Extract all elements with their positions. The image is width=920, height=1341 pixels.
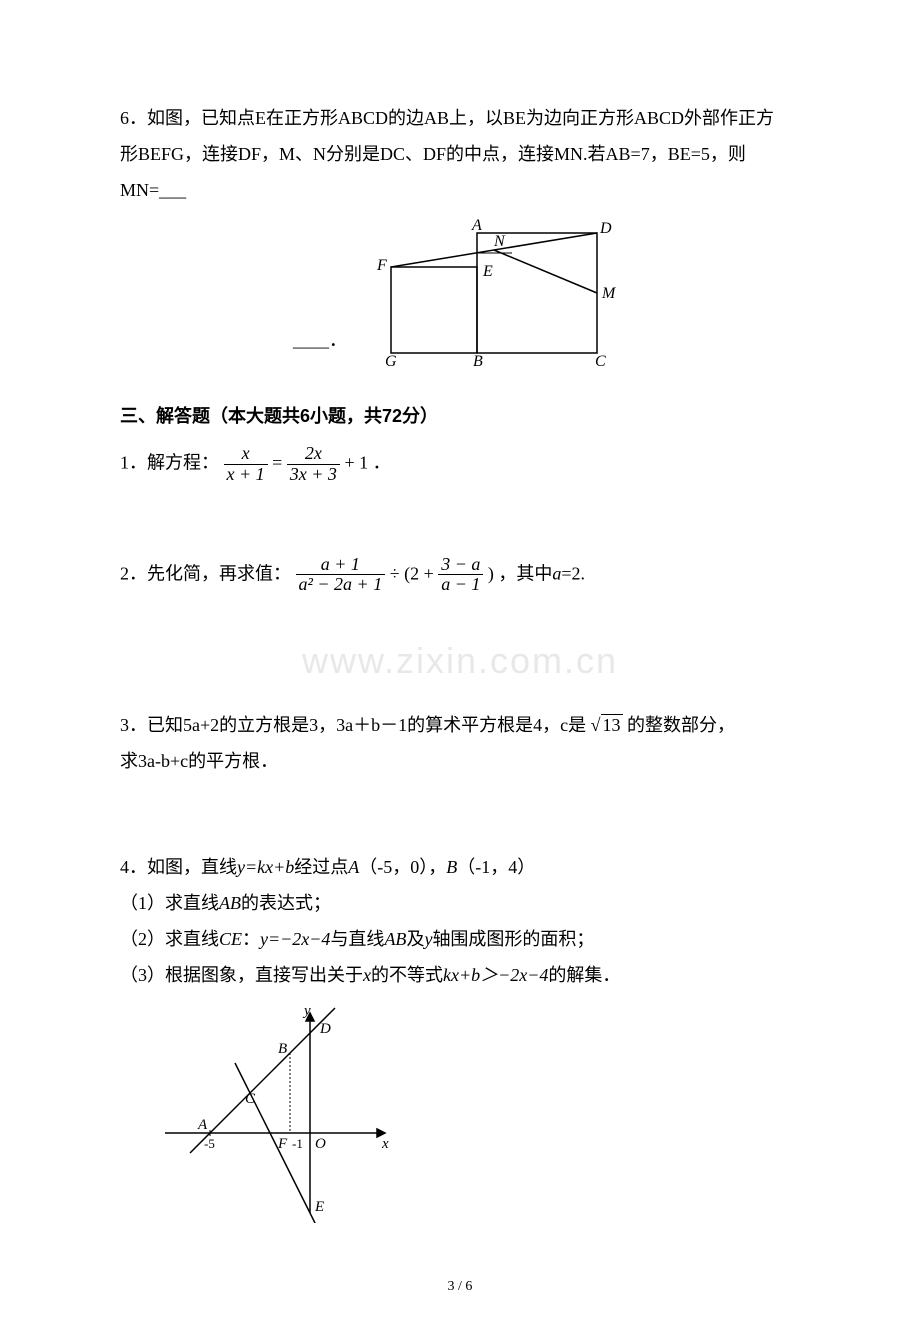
p4-Bpt: （-1，4） (457, 857, 535, 877)
svg-text:O: O (315, 1136, 326, 1152)
svg-text:M: M (601, 285, 617, 302)
svg-text:N: N (493, 233, 506, 250)
p2-aval: =2. (561, 563, 585, 583)
svg-text:A: A (471, 218, 482, 234)
p4-Apt: （-5，0）， (359, 857, 446, 877)
p4-CE: CE (219, 929, 242, 949)
svg-text:F: F (277, 1136, 288, 1152)
p4-figure: y x O A B C D E F -5 -1 (160, 1003, 400, 1223)
p4-sub2e: 轴围成图形的面积； (432, 929, 594, 949)
svg-text:B: B (473, 353, 483, 368)
p2-frac1: a + 1 a² − 2a + 1 (296, 555, 386, 596)
p3-line2: 求3a-b+c的平方根． (120, 743, 800, 779)
p1-eq: = (272, 452, 287, 472)
svg-text:B: B (278, 1041, 287, 1057)
p4-line1b: 经过点 (294, 857, 348, 877)
svg-text:D: D (319, 1021, 331, 1037)
q6-line1: 6．如图，已知点E在正方形ABCD的边AB上，以BE为边向正方形ABCD外部作正… (120, 100, 800, 136)
q6-line3: ____． (293, 322, 347, 358)
p4-A: A (348, 857, 359, 877)
p2-div: ÷ (2 + (390, 563, 439, 583)
p4-sub2a: （2）求直线 (120, 929, 219, 949)
svg-text:A: A (197, 1117, 208, 1133)
svg-text:E: E (314, 1199, 324, 1215)
p4-sub3b: 的不等式 (371, 965, 443, 985)
p4-sub1a: （1）求直线 (120, 893, 219, 913)
page-footer: 3 / 6 (120, 1273, 800, 1301)
p4-sub2c: 与直线 (330, 929, 384, 949)
svg-text:y: y (302, 1003, 311, 1019)
problem-1: 1．解方程： x x + 1 = 2x 3x + 3 + 1 ． (120, 444, 800, 485)
problem-3: 3．已知5a+2的立方根是3，3a＋b－1的算术平方根是4，c是 √13 的整数… (120, 707, 800, 779)
p2-frac2: 3 − a a − 1 (438, 555, 483, 596)
p4-sub2b: ： (242, 929, 260, 949)
question-6: 6．如图，已知点E在正方形ABCD的边AB上，以BE为边向正方形ABCD外部作正… (120, 100, 800, 368)
section-3-header: 三、解答题（本大题共6小题，共72分） (120, 398, 800, 434)
p4-AB2: AB (384, 929, 406, 949)
svg-text:C: C (245, 1091, 256, 1107)
q6-line2: 形BEFG，连接DF，M、N分别是DC、DF的中点，连接MN.若AB=7，BE=… (120, 136, 800, 208)
p1-frac1: x x + 1 (224, 444, 268, 485)
svg-text:-1: -1 (292, 1136, 303, 1151)
p3-sqrt: √13 (591, 707, 623, 743)
p4-ineq: kx+b＞−2x−4 (443, 965, 548, 985)
svg-text:-5: -5 (204, 1136, 215, 1151)
p4-sub2d: 及 (406, 929, 424, 949)
p1-prefix: 1．解方程： (120, 452, 219, 472)
p4-ceeq: y=−2x−4 (260, 929, 330, 949)
p2-prefix: 2．先化简，再求值： (120, 563, 291, 583)
p3-line1b: 的整数部分， (627, 715, 735, 735)
p1-frac2: 2x 3x + 3 (287, 444, 340, 485)
p4-B: B (446, 857, 457, 877)
q6-figure: A D F E N M G B C (367, 218, 627, 368)
p4-AB1: AB (219, 893, 241, 913)
svg-text:F: F (376, 257, 387, 274)
svg-text:C: C (595, 353, 606, 368)
p1-period: ． (373, 452, 391, 472)
svg-text:D: D (599, 220, 612, 237)
watermark: www.zixin.com.cn (120, 625, 800, 697)
p4-line1a: 4．如图，直线 (120, 857, 237, 877)
problem-4: 4．如图，直线y=kx+b经过点A（-5，0），B（-1，4） （1）求直线AB… (120, 849, 800, 1223)
p1-suffix: + 1 (344, 452, 368, 472)
p2-close: ) (488, 563, 494, 583)
svg-text:x: x (381, 1136, 389, 1152)
problem-2: 2．先化简，再求值： a + 1 a² − 2a + 1 ÷ (2 + 3 − … (120, 555, 800, 596)
p4-ykxb: y=kx+b (237, 857, 294, 877)
p3-line1a: 3．已知5a+2的立方根是3，3a＋b－1的算术平方根是4，c是 (120, 715, 586, 735)
p4-xvar: x (363, 965, 371, 985)
svg-text:E: E (482, 263, 493, 280)
p4-sub3a: （3）根据图象，直接写出关于 (120, 965, 363, 985)
p4-sub3c: 的解集． (548, 965, 620, 985)
p2-where: ，其中 (498, 563, 552, 583)
p4-sub1b: 的表达式； (241, 893, 331, 913)
svg-text:G: G (385, 353, 397, 368)
